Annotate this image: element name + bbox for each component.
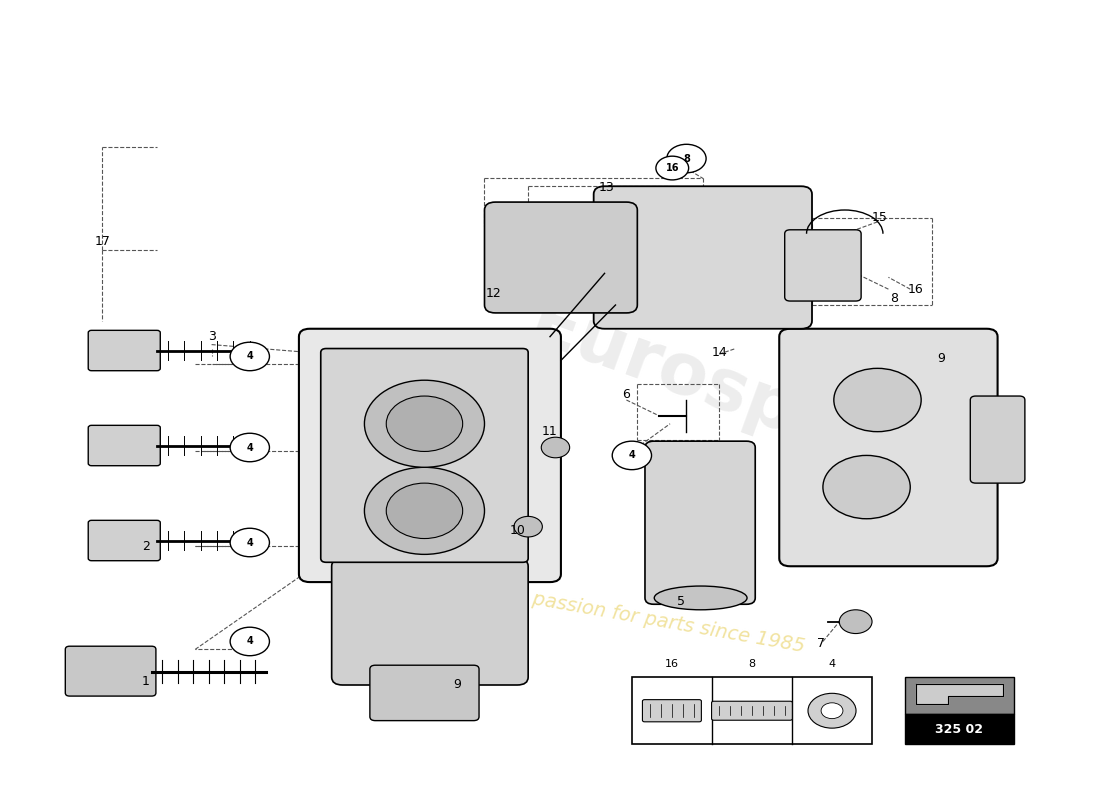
Text: 5: 5 xyxy=(676,595,685,608)
Text: 4: 4 xyxy=(628,450,635,461)
Text: 4: 4 xyxy=(246,538,253,547)
FancyBboxPatch shape xyxy=(321,349,528,562)
FancyBboxPatch shape xyxy=(642,700,702,722)
FancyBboxPatch shape xyxy=(779,329,998,566)
Text: 9: 9 xyxy=(453,678,461,691)
Bar xyxy=(631,677,872,744)
Text: 16: 16 xyxy=(908,282,924,296)
Circle shape xyxy=(821,703,843,718)
Text: 3: 3 xyxy=(208,330,216,343)
FancyBboxPatch shape xyxy=(65,646,156,696)
Circle shape xyxy=(656,156,689,180)
Text: 10: 10 xyxy=(509,524,525,537)
Text: 4: 4 xyxy=(246,442,253,453)
Text: 12: 12 xyxy=(485,286,502,300)
Circle shape xyxy=(541,438,570,458)
Text: 14: 14 xyxy=(712,346,727,359)
Circle shape xyxy=(386,483,463,538)
Text: 17: 17 xyxy=(95,235,110,248)
Circle shape xyxy=(230,342,270,370)
FancyBboxPatch shape xyxy=(712,702,792,720)
FancyBboxPatch shape xyxy=(970,396,1025,483)
FancyBboxPatch shape xyxy=(905,677,1014,714)
Text: 11: 11 xyxy=(542,425,558,438)
Circle shape xyxy=(364,467,484,554)
FancyBboxPatch shape xyxy=(370,666,478,721)
Text: 13: 13 xyxy=(598,182,615,194)
FancyBboxPatch shape xyxy=(594,186,812,329)
Circle shape xyxy=(230,528,270,557)
Text: 6: 6 xyxy=(623,388,630,401)
FancyBboxPatch shape xyxy=(88,426,161,466)
FancyBboxPatch shape xyxy=(332,558,528,685)
Circle shape xyxy=(667,144,706,173)
Text: 9: 9 xyxy=(937,352,945,366)
FancyBboxPatch shape xyxy=(299,329,561,582)
Text: 4: 4 xyxy=(828,659,836,669)
FancyBboxPatch shape xyxy=(645,441,756,604)
Circle shape xyxy=(230,434,270,462)
Text: 1: 1 xyxy=(142,674,150,687)
FancyBboxPatch shape xyxy=(484,202,637,313)
Text: Eurospares: Eurospares xyxy=(520,290,974,510)
Text: 2: 2 xyxy=(142,540,150,553)
Circle shape xyxy=(364,380,484,467)
Text: 8: 8 xyxy=(748,659,756,669)
FancyBboxPatch shape xyxy=(784,230,861,301)
Polygon shape xyxy=(915,684,1003,704)
FancyBboxPatch shape xyxy=(88,520,161,561)
Text: 4: 4 xyxy=(246,637,253,646)
Text: 7: 7 xyxy=(816,638,825,650)
Circle shape xyxy=(823,455,910,518)
Text: 325 02: 325 02 xyxy=(935,723,983,736)
Circle shape xyxy=(839,610,872,634)
Circle shape xyxy=(613,441,651,470)
Text: 15: 15 xyxy=(871,211,888,225)
Circle shape xyxy=(230,627,270,656)
FancyBboxPatch shape xyxy=(88,330,161,370)
Text: 8: 8 xyxy=(890,292,898,305)
Text: a passion for parts since 1985: a passion for parts since 1985 xyxy=(513,586,806,657)
Text: 16: 16 xyxy=(664,659,679,669)
Ellipse shape xyxy=(654,586,747,610)
Text: 8: 8 xyxy=(683,154,690,163)
Circle shape xyxy=(386,396,463,451)
Text: 16: 16 xyxy=(666,163,679,173)
Circle shape xyxy=(834,368,921,432)
Text: 4: 4 xyxy=(246,351,253,362)
Circle shape xyxy=(514,516,542,537)
FancyBboxPatch shape xyxy=(905,714,1014,744)
Circle shape xyxy=(808,694,856,728)
